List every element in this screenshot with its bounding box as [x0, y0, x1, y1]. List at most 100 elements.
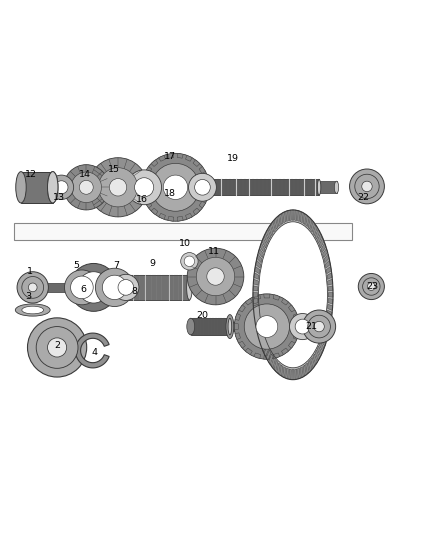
Ellipse shape	[28, 283, 37, 292]
Polygon shape	[273, 295, 280, 300]
Polygon shape	[271, 357, 276, 368]
Ellipse shape	[141, 154, 209, 221]
Polygon shape	[317, 233, 322, 244]
Polygon shape	[324, 327, 329, 335]
Polygon shape	[21, 172, 53, 203]
Ellipse shape	[355, 174, 379, 199]
Ellipse shape	[70, 263, 117, 311]
Polygon shape	[325, 260, 330, 268]
Polygon shape	[245, 298, 252, 305]
Polygon shape	[327, 310, 332, 317]
Polygon shape	[186, 155, 192, 161]
Polygon shape	[306, 363, 309, 374]
Polygon shape	[297, 211, 300, 221]
Ellipse shape	[16, 172, 26, 203]
Ellipse shape	[102, 275, 127, 300]
Polygon shape	[258, 332, 264, 341]
Polygon shape	[257, 327, 262, 335]
Ellipse shape	[71, 276, 93, 298]
Polygon shape	[311, 357, 315, 368]
Polygon shape	[317, 346, 322, 357]
Ellipse shape	[187, 318, 194, 335]
Text: 15: 15	[108, 165, 120, 174]
Ellipse shape	[329, 322, 331, 332]
Ellipse shape	[71, 172, 102, 203]
Ellipse shape	[79, 180, 93, 194]
Ellipse shape	[303, 310, 336, 343]
Polygon shape	[274, 218, 278, 229]
Polygon shape	[328, 293, 333, 297]
Polygon shape	[257, 254, 262, 263]
Polygon shape	[300, 367, 304, 378]
Ellipse shape	[234, 294, 300, 359]
Polygon shape	[253, 293, 258, 297]
Polygon shape	[262, 342, 267, 352]
Text: 16: 16	[135, 195, 148, 204]
Ellipse shape	[244, 304, 290, 349]
Ellipse shape	[226, 282, 229, 292]
Ellipse shape	[308, 315, 330, 338]
Polygon shape	[319, 238, 324, 248]
Polygon shape	[292, 210, 294, 220]
Polygon shape	[159, 213, 166, 219]
Polygon shape	[296, 324, 299, 329]
Polygon shape	[177, 216, 183, 221]
Ellipse shape	[15, 304, 50, 316]
Ellipse shape	[295, 319, 310, 334]
Polygon shape	[326, 266, 332, 273]
Polygon shape	[286, 368, 289, 379]
Ellipse shape	[47, 172, 58, 203]
Text: 18: 18	[164, 189, 176, 198]
Polygon shape	[266, 229, 271, 239]
Polygon shape	[253, 298, 258, 304]
Ellipse shape	[47, 338, 67, 357]
Polygon shape	[256, 260, 261, 268]
Text: 17: 17	[164, 152, 176, 161]
Polygon shape	[193, 160, 200, 166]
Ellipse shape	[24, 282, 26, 292]
Polygon shape	[277, 363, 280, 374]
Text: 1: 1	[27, 267, 33, 276]
Polygon shape	[254, 273, 259, 279]
Polygon shape	[205, 184, 209, 190]
Polygon shape	[193, 208, 200, 215]
Polygon shape	[254, 316, 260, 323]
Ellipse shape	[127, 170, 162, 205]
Polygon shape	[295, 369, 297, 379]
Polygon shape	[315, 229, 320, 239]
Ellipse shape	[228, 318, 232, 335]
Polygon shape	[254, 310, 259, 317]
Polygon shape	[322, 248, 328, 257]
Polygon shape	[282, 298, 289, 305]
Ellipse shape	[253, 210, 333, 379]
Polygon shape	[254, 266, 260, 273]
Polygon shape	[253, 304, 258, 310]
Polygon shape	[288, 305, 295, 312]
Ellipse shape	[64, 165, 109, 210]
Polygon shape	[295, 210, 297, 221]
Polygon shape	[274, 360, 278, 372]
Text: 2: 2	[54, 341, 60, 350]
Polygon shape	[328, 304, 333, 310]
Polygon shape	[315, 350, 320, 361]
Text: 3: 3	[25, 292, 32, 301]
Polygon shape	[277, 215, 280, 227]
Polygon shape	[159, 155, 166, 161]
Ellipse shape	[55, 181, 68, 194]
Polygon shape	[279, 213, 283, 224]
Polygon shape	[199, 201, 205, 208]
Text: 5: 5	[73, 261, 79, 270]
Polygon shape	[239, 341, 245, 348]
Ellipse shape	[36, 327, 78, 368]
Ellipse shape	[28, 318, 87, 377]
Polygon shape	[322, 332, 328, 341]
Ellipse shape	[113, 274, 139, 301]
Ellipse shape	[88, 158, 148, 217]
Polygon shape	[258, 248, 264, 257]
Polygon shape	[283, 212, 286, 223]
Ellipse shape	[196, 257, 235, 296]
Text: 10: 10	[179, 239, 191, 248]
Polygon shape	[327, 273, 332, 279]
Polygon shape	[308, 218, 312, 229]
Ellipse shape	[363, 278, 380, 295]
